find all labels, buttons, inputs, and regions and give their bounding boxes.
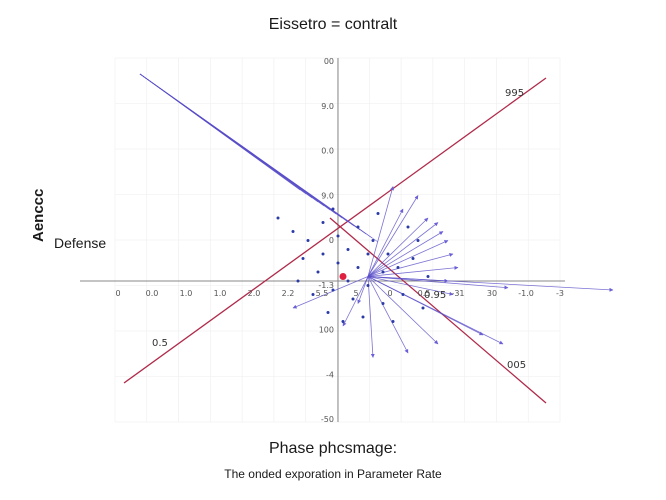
chart-annotation: 005 — [507, 360, 526, 371]
scatter-point — [301, 257, 305, 260]
scatter-point — [331, 207, 335, 211]
fan-arrow — [367, 195, 419, 277]
y-tick-label: -50 — [321, 415, 334, 424]
scatter-point — [381, 270, 385, 274]
x-tick-label: 0 — [387, 289, 392, 298]
scatter-point — [421, 306, 425, 310]
x-axis-label: Phase phcsmage: — [268, 440, 398, 457]
x-tick-label: -1.0 — [518, 289, 534, 298]
fan-arrow — [367, 186, 394, 277]
scatter-point — [416, 239, 420, 242]
scatter-point — [411, 257, 415, 260]
scatter-point — [331, 288, 335, 292]
scatter-point — [291, 230, 295, 233]
reference-line-rising — [123, 77, 547, 384]
scatter-point — [351, 297, 355, 301]
x-tick-label: 0.5 — [418, 289, 431, 298]
x-tick-label: -31 — [451, 289, 464, 298]
fan-source-ray — [139, 73, 379, 243]
fan-arrow — [342, 276, 369, 327]
y-tick-label: 9.0 — [321, 191, 334, 200]
x-tick-label: 2.0 — [248, 289, 261, 298]
scatter-point — [336, 234, 340, 238]
scatter-point — [321, 221, 325, 224]
center-marker — [339, 273, 347, 280]
chart-title: Eissetro = contralt — [268, 16, 398, 33]
scatter-point — [391, 320, 395, 323]
y-tick-label: 0.0 — [321, 147, 334, 156]
scatter-point — [276, 216, 280, 220]
scatter-point — [361, 315, 365, 319]
x-tick-label: 0.0 — [146, 289, 159, 298]
scatter-point — [336, 261, 340, 265]
scatter-point — [366, 252, 370, 256]
y-tick-label: 100 — [319, 326, 334, 335]
fan-arrow — [367, 276, 509, 290]
chart-annotation: 995 — [505, 88, 524, 99]
scatter-point — [406, 225, 410, 229]
tick-labels: 0 0.0 1.0 1.0 2.0 2.2 5.5 5 0 0.5 -31 30 -1.0 -3 00 9.0… — [115, 57, 564, 424]
fan-arrow — [367, 240, 449, 277]
fan-arrow — [367, 222, 439, 277]
x-tick-label: 1.0 — [214, 289, 227, 298]
fan-arrow — [367, 265, 459, 277]
scatter-point — [311, 293, 315, 296]
scatter-point — [396, 266, 400, 269]
y-tick-label: 00 — [324, 57, 334, 66]
fan-arrow — [367, 276, 439, 345]
reference-lines — [123, 77, 547, 404]
scatter-point — [316, 270, 320, 274]
scatter-point — [321, 252, 325, 256]
fan-arrow — [367, 276, 375, 358]
x-tick-label: 0 — [115, 289, 120, 298]
scatter-point — [381, 302, 385, 305]
chart-annotation: 0.5 — [152, 338, 168, 349]
scatter-point — [326, 311, 330, 314]
scatter-point — [386, 252, 390, 256]
fan-arrow — [367, 276, 409, 354]
x-tick-label: -3 — [556, 289, 564, 298]
fan-arrow — [367, 276, 454, 296]
fan-arrow — [367, 276, 484, 336]
y-tick-label: -4 — [326, 370, 334, 379]
x-tick-label: 1.0 — [180, 289, 193, 298]
scatter-point — [341, 320, 345, 323]
scatter-point — [401, 293, 405, 296]
axes — [80, 58, 565, 422]
scatter-point — [356, 225, 360, 229]
y-tick-label: 9.0 — [321, 102, 334, 111]
scatter-point — [356, 266, 360, 269]
scatter-point — [346, 248, 350, 251]
fan-arrow — [367, 276, 614, 292]
y-tick-label: -1.3 — [318, 281, 334, 290]
fan-arrow — [292, 276, 369, 309]
scatter-points — [276, 207, 430, 323]
y-tick-label: 0 — [329, 236, 334, 245]
x-tick-label: 30 — [487, 289, 497, 298]
fan-arrow — [367, 231, 444, 277]
fan-arrow — [367, 217, 429, 277]
y-axis-side-label: Defense — [54, 235, 107, 251]
chart-annotation: 0.95 — [424, 290, 446, 301]
scatter-point — [366, 284, 370, 287]
fan-arrow — [367, 208, 404, 277]
chart-subtitle: The onded exporation in Parameter Rate — [224, 467, 442, 481]
fan-arrows — [139, 73, 614, 358]
scatter-point — [306, 239, 310, 242]
scatter-point — [426, 275, 430, 278]
scatter-point — [346, 279, 350, 283]
x-tick-label: 5 — [353, 289, 358, 298]
scatter-point — [376, 212, 380, 215]
reference-line-falling — [329, 217, 547, 404]
x-tick-label: 2.2 — [282, 289, 295, 298]
fan-arrow — [357, 276, 369, 304]
scatter-point — [296, 279, 300, 283]
scatter-point — [371, 239, 375, 242]
x-tick-label: 5.5 — [316, 289, 329, 298]
